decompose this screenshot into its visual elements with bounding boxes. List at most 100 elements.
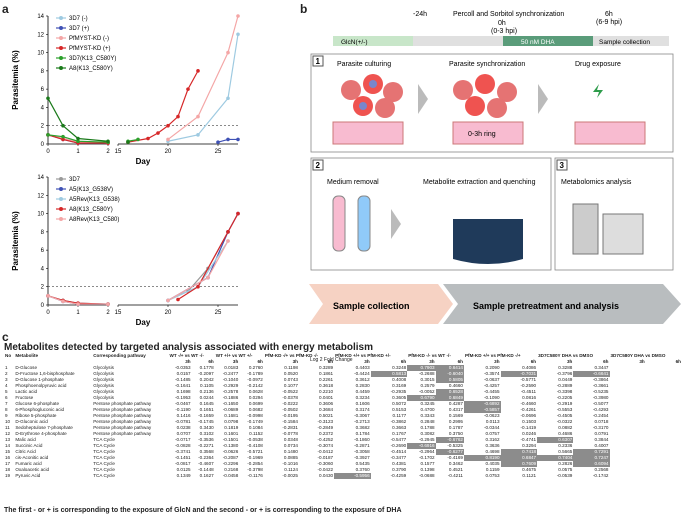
fold-change-cell: 0.3162 xyxy=(485,436,500,442)
fold-change-cell: -0.2087 xyxy=(222,454,239,460)
fold-change-cell: -0.4607 xyxy=(198,460,214,466)
table-row: 17 Fumaric acid TCA Cycle -0.0817 -0.4607 -0.… xyxy=(4,461,682,467)
fold-change-cell: 0.4660 xyxy=(448,382,463,388)
fold-change-cell: 0.4521 xyxy=(448,466,463,472)
subcol-3h: 3h xyxy=(185,358,191,364)
series-line xyxy=(167,15,239,140)
legend-marker xyxy=(59,46,63,50)
fold-change-cell: 0.1124 xyxy=(284,466,298,472)
fold-change-cell: 0.1784 xyxy=(355,430,370,436)
fold-change-cell: -0.5721 xyxy=(247,448,263,454)
subcol-6h: 6h xyxy=(675,358,681,364)
step1-number xyxy=(312,55,324,67)
fold-change-cell: -0.5771 xyxy=(520,376,537,382)
fold-change-cell: -0.3574 xyxy=(483,370,500,376)
y-tick-label: 12 xyxy=(37,32,44,38)
subcol-3h: 3h xyxy=(364,358,370,364)
legend-marker xyxy=(59,177,63,181)
data-point xyxy=(226,239,230,243)
fold-change-cell: -0.0412 xyxy=(317,448,334,454)
subcol-3h: 3h xyxy=(494,358,500,364)
instrument-icon xyxy=(572,203,599,255)
x-tick-label: 0 xyxy=(46,310,50,316)
x-tick-label: 1 xyxy=(76,149,80,155)
fold-change-cell: 0.1121 xyxy=(522,472,537,478)
fold-change-cell: 0.1177 xyxy=(392,412,407,418)
pathway-name: TCA Cycle xyxy=(93,472,115,478)
fold-change-cell: -0.0322 xyxy=(556,418,573,424)
pathway-name: Glycolysis xyxy=(93,388,114,394)
pathway-name: Pentose phosphate pathway xyxy=(93,418,152,424)
series-line xyxy=(177,213,239,301)
fold-change-cell: 0.6847 xyxy=(500,455,538,461)
fold-change-cell: 0.6849 xyxy=(435,395,464,401)
pathway-name: TCA Cycle xyxy=(93,454,115,460)
legend-label: PfMYST-KD (-) xyxy=(69,36,109,42)
data-point xyxy=(76,302,80,306)
fold-change-cell: 0.0699 xyxy=(248,400,263,406)
fold-change-cell: -0.3741 xyxy=(175,448,191,454)
fold-change-cell: 0.1159 xyxy=(485,466,500,472)
metabolite-name: Fumaric acid xyxy=(15,460,42,466)
bar-glcn-label: GlcN(+/-) xyxy=(341,39,368,46)
fold-change-cell: -0.0025 xyxy=(282,472,298,478)
fold-change-cell: -0.2935 xyxy=(390,388,407,394)
fold-change-cell: 0.1788 xyxy=(420,424,435,430)
metabolite-name: Phosphoenolpyruvic acid xyxy=(15,382,67,388)
fold-change-cell: 0.0882 xyxy=(558,424,573,430)
fold-change-cell: -0.2364 xyxy=(198,454,214,460)
series-line xyxy=(167,213,239,301)
y-tick-label: 14 xyxy=(37,175,44,181)
workflow-diagram: -24h Percoll and Sorbitol synchronizatio… xyxy=(309,11,681,324)
table-row: 1 D-Glucose Glycolysis -0.0353 0.1778 0.0183 0… xyxy=(4,365,682,371)
subcol-6h: 6h xyxy=(257,358,263,364)
fold-change-cell: 0.1416 xyxy=(176,412,191,418)
fold-change-cell: -0.0195 xyxy=(282,412,298,418)
table-row: 9 Ribose 5-phosphate Pentose phosphate pat… xyxy=(4,413,682,419)
fold-change-cell: 0.1819 xyxy=(224,424,239,430)
subcol-6h: 6h xyxy=(400,358,407,364)
table-row: 14 Succinic Acid TCA Cycle -0.0828 -0.2271 -0… xyxy=(4,443,682,449)
step3-box xyxy=(554,157,674,271)
series-line xyxy=(167,240,229,301)
fold-change-cell: 0.1198 xyxy=(284,364,298,370)
x-tick-label: 15 xyxy=(115,310,122,316)
fold-change-cell: -0.0688 xyxy=(419,472,435,478)
fold-change-cell: 0.0753 xyxy=(485,472,500,478)
fold-change-cell: 0.3234 xyxy=(355,394,370,400)
arrow-2 xyxy=(538,84,548,114)
fold-change-cell: -0.0222 xyxy=(282,400,298,406)
fold-change-cell: 0.2760 xyxy=(248,364,263,370)
metabolite-name: D-Fructose 1,6-bisphosphate xyxy=(15,370,75,376)
log-fold-change-label: Log 2 Fold Change xyxy=(310,357,353,363)
fold-change-cell: 0.0244 xyxy=(199,394,214,400)
legend-label: 3D7 (-) xyxy=(69,16,88,22)
fold-change-cell: 0.1651 xyxy=(199,406,214,412)
data-point xyxy=(226,230,230,234)
legend-label: A8Rev(K13_C580) xyxy=(69,217,119,223)
fold-change-cell: -0.3170 xyxy=(592,424,609,430)
fold-change-cell: 0.4007 xyxy=(594,442,609,448)
data-point xyxy=(196,114,200,119)
fold-change-cell: 0.3760 xyxy=(355,466,370,472)
series-line xyxy=(47,295,108,305)
fold-change-cell: -0.4108 xyxy=(247,442,263,448)
fold-change-cell: -0.4505 xyxy=(556,412,573,418)
y-tick-label: 0 xyxy=(41,303,45,309)
legend-marker xyxy=(59,197,63,201)
fold-change-cell: -0.1090 xyxy=(483,394,500,400)
flask-2-icon xyxy=(452,121,524,145)
fold-change-cell: 0.3245 xyxy=(420,400,435,406)
fold-change-cell: 0.1077 xyxy=(283,382,298,388)
fold-change-cell: -0.3123 xyxy=(317,418,334,424)
fold-change-cell: -0.4660 xyxy=(520,400,537,406)
fold-change-cell: -0.1641 xyxy=(175,382,191,388)
lightning-icon xyxy=(593,84,603,98)
fold-change-cell: -0.3927 xyxy=(354,454,370,460)
pathway-name: Glycolysis xyxy=(93,376,114,382)
legend-marker xyxy=(59,26,63,30)
fold-change-cell: 0.2830 xyxy=(355,382,370,388)
fold-change-cell: 0.3294 xyxy=(522,442,537,448)
fold-change-cell: -0.1745 xyxy=(198,418,214,424)
